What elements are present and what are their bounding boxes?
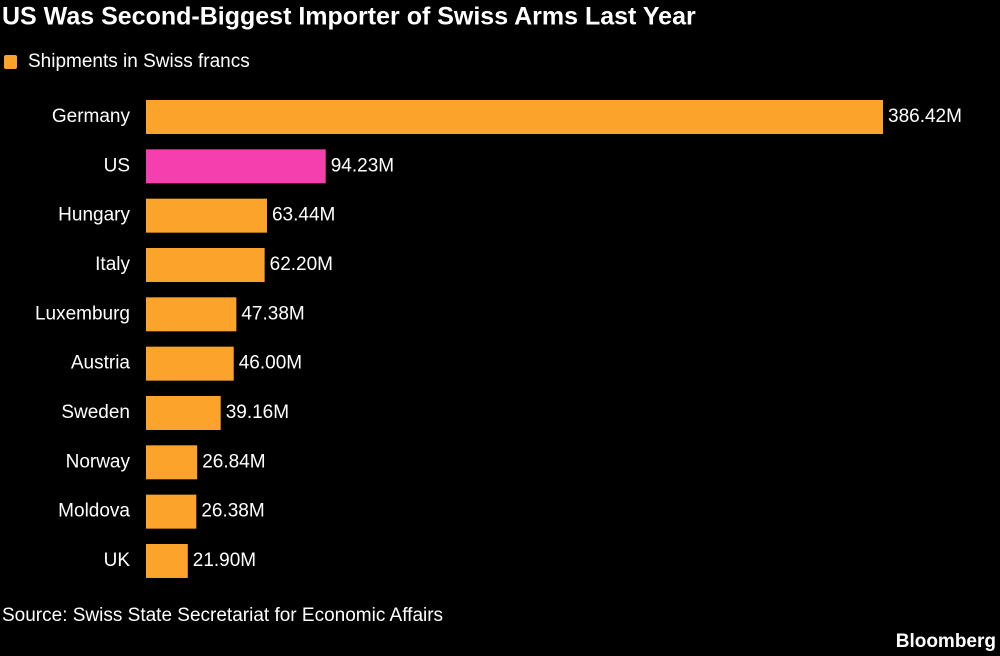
category-label: Luxemburg — [35, 303, 130, 324]
value-label: 26.38M — [201, 501, 264, 522]
bar — [146, 198, 267, 233]
bar — [146, 149, 326, 184]
bar — [146, 247, 265, 282]
legend-label: Shipments in Swiss francs — [28, 51, 250, 72]
category-label: Italy — [95, 254, 130, 275]
value-label: 46.00M — [239, 353, 302, 374]
chart-title: US Was Second-Biggest Importer of Swiss … — [2, 3, 696, 31]
bar — [146, 445, 198, 480]
value-label: 63.44M — [272, 205, 335, 226]
value-label: 47.38M — [241, 303, 304, 324]
category-label: Germany — [52, 106, 131, 127]
bar — [146, 494, 197, 529]
bar — [146, 395, 221, 430]
value-label: 62.20M — [270, 254, 333, 275]
category-label: Moldova — [58, 501, 130, 522]
value-label: 26.84M — [202, 451, 265, 472]
category-label: UK — [104, 550, 131, 571]
bar — [146, 543, 188, 578]
bar — [146, 100, 883, 134]
source: Source: Swiss State Secretariat for Econ… — [2, 605, 443, 626]
bar — [146, 297, 237, 332]
value-label: 21.90M — [193, 550, 256, 571]
category-label: Austria — [71, 353, 131, 374]
category-label: Norway — [66, 451, 131, 472]
bar — [146, 346, 234, 381]
value-label: 94.23M — [331, 155, 394, 176]
legend-swatch — [4, 55, 17, 69]
credit: Bloomberg — [896, 631, 996, 652]
category-label: US — [104, 155, 130, 176]
value-label: 386.42M — [888, 106, 962, 127]
category-label: Hungary — [58, 205, 130, 226]
category-label: Sweden — [61, 402, 130, 423]
value-label: 39.16M — [226, 402, 289, 423]
